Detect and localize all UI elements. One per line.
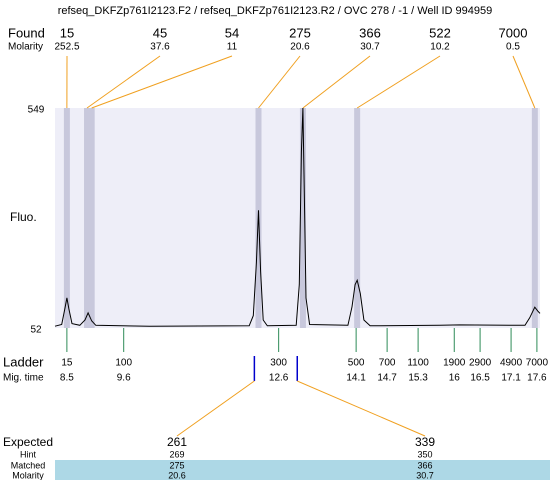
ladder-time: 14.7 [377, 373, 397, 384]
ladder-size: 1900 [443, 358, 466, 369]
row-label: Molarity [12, 470, 44, 480]
found-molarity: 0.5 [506, 42, 520, 53]
found-molarity: 37.6 [150, 42, 170, 53]
found-size: 366 [359, 25, 381, 40]
matched-value: 275 [169, 460, 184, 470]
ladder-size: 500 [348, 358, 365, 369]
y-tick-label: 549 [28, 105, 45, 116]
found-size: 275 [289, 25, 311, 40]
row-label: Hint [20, 449, 37, 459]
ladder-time: 16 [449, 373, 461, 384]
ladder-time: 12.6 [269, 373, 289, 384]
mig-time-label: Mig. time [3, 373, 44, 384]
found-band [63, 108, 70, 328]
found-molarity: 252.5 [54, 42, 79, 53]
y-axis-label: Fluo. [10, 210, 37, 224]
found-band [531, 108, 538, 328]
ladder-size: 4900 [500, 358, 523, 369]
ladder-size: 7000 [526, 358, 549, 369]
ladder-time: 17.6 [527, 373, 547, 384]
hint-value: 269 [169, 449, 184, 459]
ladder-time: 9.6 [117, 373, 131, 384]
ladder-size: 700 [379, 358, 396, 369]
ladder-time: 17.1 [501, 373, 521, 384]
found-connector [258, 55, 301, 109]
found-molarity: 11 [227, 42, 238, 53]
found-size: 54 [225, 25, 239, 40]
found-molarity: 10.2 [430, 42, 450, 53]
found-size: 15 [60, 25, 74, 40]
ladder-size: 100 [115, 358, 132, 369]
found-connector [91, 55, 233, 109]
row-label: Expected [3, 435, 53, 449]
expected-connector [297, 380, 426, 437]
expected-value: 261 [167, 435, 187, 449]
ladder-size: 300 [270, 358, 287, 369]
found-band [88, 108, 95, 328]
found-label: Found [8, 25, 45, 40]
ladder-time: 15.3 [408, 373, 428, 384]
found-band [299, 108, 306, 328]
matched-highlight [55, 460, 550, 480]
chart-title: refseq_DKFZp761I2123.F2 / refseq_DKFZp76… [58, 5, 493, 17]
trace [54, 107, 541, 327]
ladder-size: 2900 [469, 358, 492, 369]
found-connector [86, 55, 161, 109]
expected-connector [176, 380, 255, 437]
found-band [84, 108, 91, 328]
found-connector [356, 55, 441, 109]
found-size: 45 [153, 25, 167, 40]
plot-area [55, 108, 540, 328]
molarity-label: Molarity [8, 42, 43, 53]
ladder-time: 14.1 [346, 373, 366, 384]
found-size: 522 [429, 25, 451, 40]
ladder-size: 1100 [407, 358, 429, 369]
found-connector [512, 55, 536, 109]
molarity-value: 30.7 [416, 470, 434, 480]
ladder-label: Ladder [3, 354, 44, 369]
expected-value: 339 [415, 435, 435, 449]
found-molarity: 20.6 [290, 42, 310, 53]
ladder-size: 15 [61, 358, 73, 369]
matched-value: 366 [417, 460, 432, 470]
y-tick-label: 52 [30, 325, 42, 336]
found-band [354, 108, 361, 328]
found-size: 7000 [499, 25, 528, 40]
found-connector [302, 55, 371, 109]
found-molarity: 30.7 [360, 42, 380, 53]
ladder-time: 16.5 [470, 373, 490, 384]
hint-value: 350 [417, 449, 432, 459]
row-label: Matched [11, 460, 46, 470]
molarity-value: 20.6 [168, 470, 186, 480]
ladder-time: 8.5 [60, 373, 74, 384]
